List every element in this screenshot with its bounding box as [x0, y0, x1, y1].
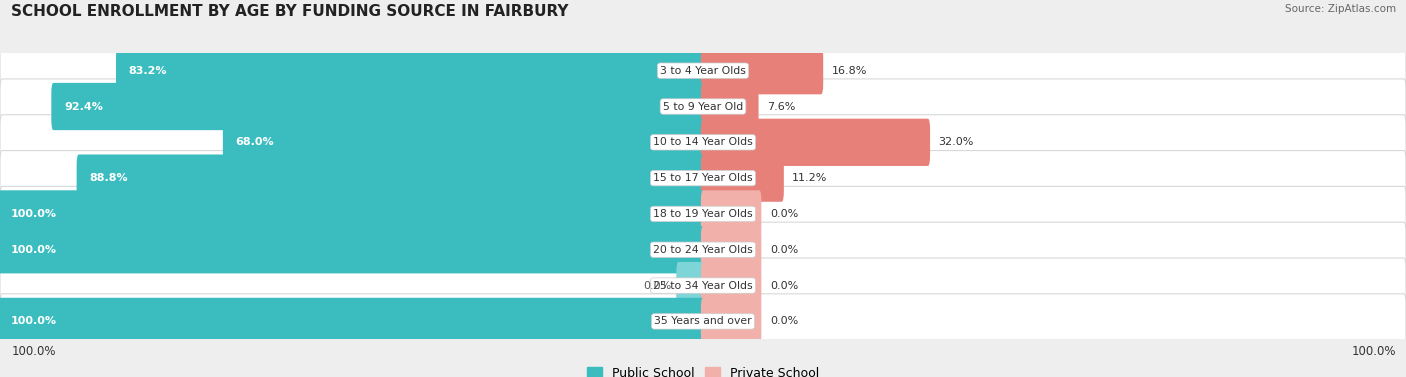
- FancyBboxPatch shape: [676, 262, 706, 309]
- Text: 0.0%: 0.0%: [770, 316, 799, 326]
- Text: 68.0%: 68.0%: [236, 137, 274, 147]
- FancyBboxPatch shape: [702, 190, 762, 238]
- Text: 32.0%: 32.0%: [939, 137, 974, 147]
- FancyBboxPatch shape: [0, 294, 1406, 349]
- Text: 100.0%: 100.0%: [1351, 345, 1396, 358]
- Text: 11.2%: 11.2%: [793, 173, 828, 183]
- Text: 0.0%: 0.0%: [770, 280, 799, 291]
- Text: 0.0%: 0.0%: [643, 280, 672, 291]
- FancyBboxPatch shape: [0, 258, 1406, 313]
- FancyBboxPatch shape: [702, 155, 785, 202]
- Text: 3 to 4 Year Olds: 3 to 4 Year Olds: [659, 66, 747, 76]
- Text: 83.2%: 83.2%: [128, 66, 167, 76]
- Text: 5 to 9 Year Old: 5 to 9 Year Old: [662, 101, 744, 112]
- Text: 15 to 17 Year Olds: 15 to 17 Year Olds: [654, 173, 752, 183]
- FancyBboxPatch shape: [702, 47, 824, 94]
- Text: 0.0%: 0.0%: [770, 209, 799, 219]
- FancyBboxPatch shape: [77, 155, 706, 202]
- FancyBboxPatch shape: [0, 222, 1406, 277]
- Text: Source: ZipAtlas.com: Source: ZipAtlas.com: [1285, 4, 1396, 14]
- FancyBboxPatch shape: [0, 226, 706, 273]
- Text: 92.4%: 92.4%: [63, 101, 103, 112]
- FancyBboxPatch shape: [0, 298, 706, 345]
- Text: SCHOOL ENROLLMENT BY AGE BY FUNDING SOURCE IN FAIRBURY: SCHOOL ENROLLMENT BY AGE BY FUNDING SOUR…: [11, 4, 569, 19]
- FancyBboxPatch shape: [0, 190, 706, 238]
- FancyBboxPatch shape: [115, 47, 706, 94]
- FancyBboxPatch shape: [0, 186, 1406, 242]
- FancyBboxPatch shape: [702, 298, 762, 345]
- FancyBboxPatch shape: [0, 79, 1406, 134]
- Text: 88.8%: 88.8%: [90, 173, 128, 183]
- FancyBboxPatch shape: [222, 119, 706, 166]
- Legend: Public School, Private School: Public School, Private School: [582, 362, 824, 377]
- Text: 100.0%: 100.0%: [11, 209, 56, 219]
- FancyBboxPatch shape: [51, 83, 706, 130]
- Text: 100.0%: 100.0%: [11, 345, 56, 358]
- FancyBboxPatch shape: [0, 115, 1406, 170]
- FancyBboxPatch shape: [702, 83, 759, 130]
- Text: 10 to 14 Year Olds: 10 to 14 Year Olds: [654, 137, 752, 147]
- Text: 0.0%: 0.0%: [770, 245, 799, 255]
- Text: 100.0%: 100.0%: [11, 245, 56, 255]
- Text: 35 Years and over: 35 Years and over: [654, 316, 752, 326]
- FancyBboxPatch shape: [0, 150, 1406, 206]
- Text: 7.6%: 7.6%: [768, 101, 796, 112]
- FancyBboxPatch shape: [702, 226, 762, 273]
- FancyBboxPatch shape: [702, 119, 931, 166]
- Text: 18 to 19 Year Olds: 18 to 19 Year Olds: [654, 209, 752, 219]
- Text: 100.0%: 100.0%: [11, 316, 56, 326]
- FancyBboxPatch shape: [0, 43, 1406, 98]
- Text: 16.8%: 16.8%: [832, 66, 868, 76]
- FancyBboxPatch shape: [702, 262, 762, 309]
- Text: 25 to 34 Year Olds: 25 to 34 Year Olds: [654, 280, 752, 291]
- Text: 20 to 24 Year Olds: 20 to 24 Year Olds: [654, 245, 752, 255]
